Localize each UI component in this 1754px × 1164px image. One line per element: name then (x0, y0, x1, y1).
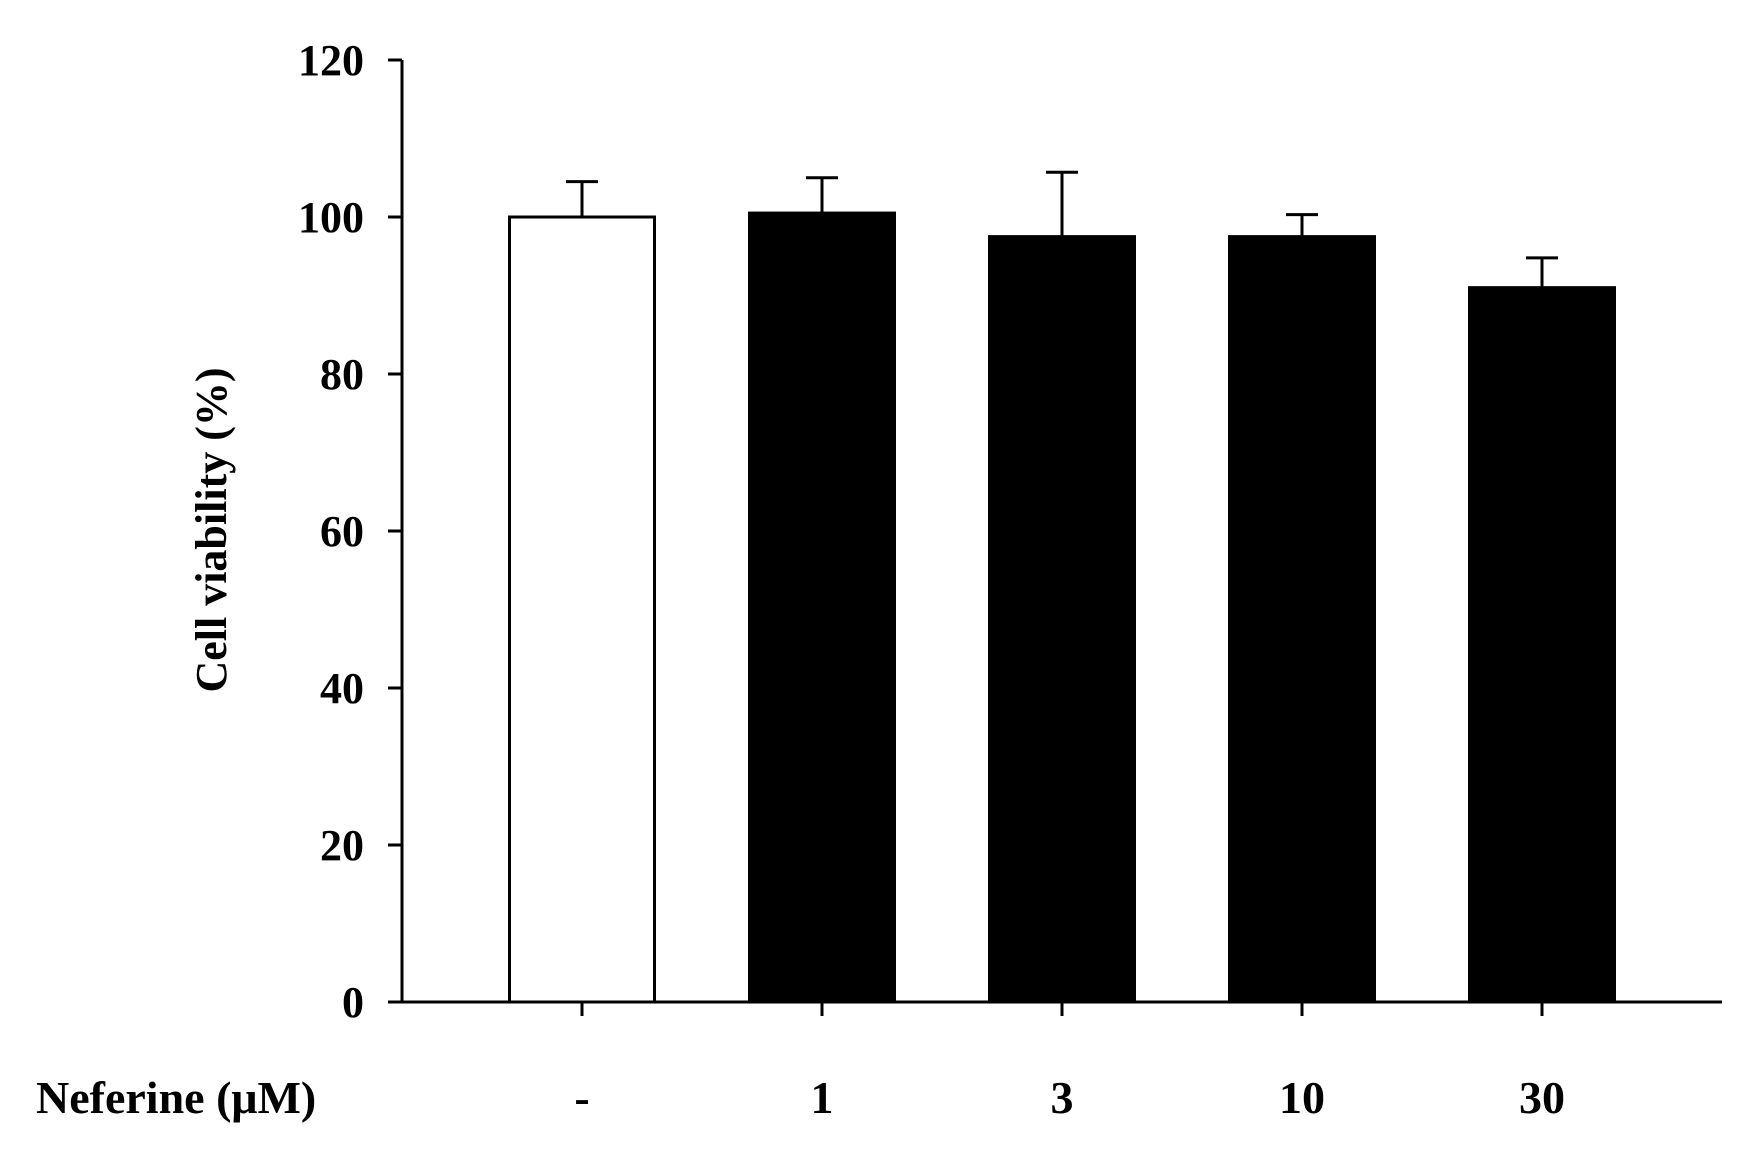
y-tick-label-3: 60 (320, 507, 364, 556)
labels-layer: - 1 3 10 30 0 20 40 60 80 100 120 (298, 36, 1565, 1123)
y-axis-title: Cell viability (%) (187, 367, 236, 692)
y-tick-label-0: 0 (342, 978, 364, 1027)
bar-0 (508, 215, 656, 1004)
bar-2 (988, 235, 1136, 1004)
bar-3 (1228, 235, 1376, 1004)
bars-layer (508, 211, 1616, 1004)
x-tick-label-1: 1 (811, 1072, 834, 1123)
y-tick-label-2: 40 (320, 664, 364, 713)
axes-layer (388, 58, 1722, 1016)
bar-1 (748, 211, 896, 1004)
y-tick-label-4: 80 (320, 350, 364, 399)
y-tick-label-5: 100 (298, 193, 364, 242)
bar-4 (1468, 286, 1616, 1004)
x-category-row-label: Neferine (μM) (36, 1072, 316, 1123)
x-tick-label-0: - (574, 1072, 589, 1123)
x-tick-label-2: 3 (1051, 1072, 1074, 1123)
y-tick-label-1: 20 (320, 821, 364, 870)
x-tick-label-4: 30 (1519, 1072, 1565, 1123)
x-tick-label-3: 10 (1279, 1072, 1325, 1123)
errorbars-layer (566, 170, 1558, 288)
y-tick-label-6: 120 (298, 36, 364, 85)
